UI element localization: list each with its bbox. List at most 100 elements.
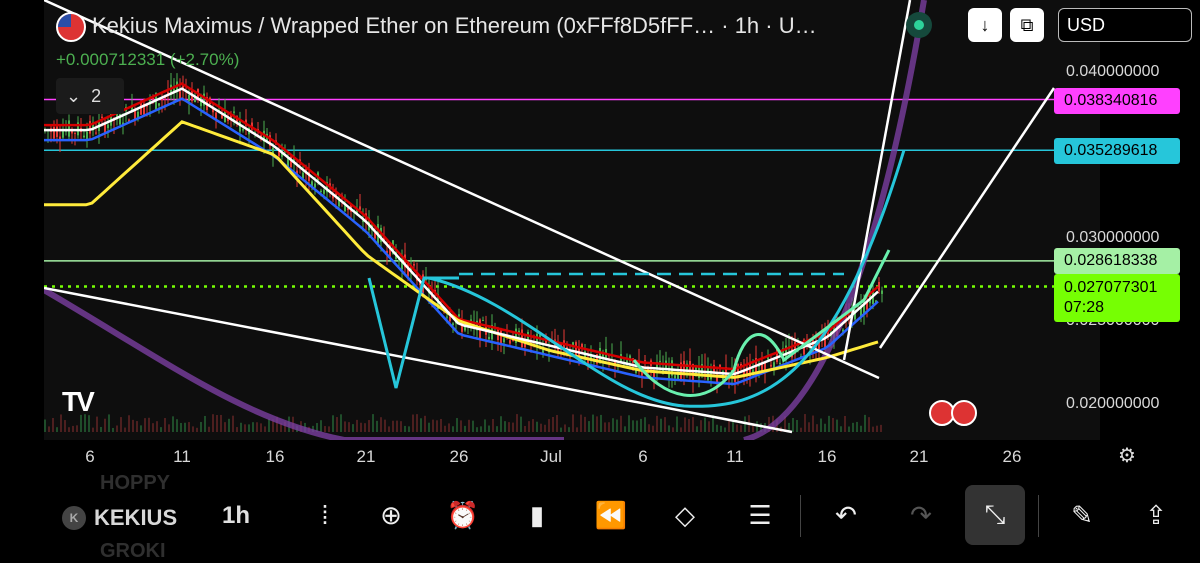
indicators-toggle[interactable]: ⌄ 2 bbox=[56, 78, 124, 114]
compare-button[interactable]: ⁞ bbox=[302, 492, 348, 538]
candle-body bbox=[542, 346, 544, 354]
volume-bar bbox=[252, 422, 254, 432]
layers-button[interactable]: ◇ bbox=[662, 492, 708, 538]
undo-button[interactable]: ↶ bbox=[823, 492, 869, 538]
candle-body bbox=[449, 316, 451, 322]
volume-bar bbox=[364, 423, 366, 432]
fullscreen-button[interactable]: ⧉ bbox=[1010, 8, 1044, 42]
time-axis-label: 16 bbox=[817, 447, 837, 466]
candle-body bbox=[578, 346, 580, 362]
volume-bar bbox=[496, 426, 498, 432]
candle-body bbox=[158, 103, 160, 106]
candle-body bbox=[860, 305, 862, 317]
plus-circle-icon: ⊕ bbox=[380, 499, 402, 530]
volume-bar bbox=[400, 421, 402, 432]
volume-bar bbox=[824, 423, 826, 432]
volume-bar bbox=[64, 420, 66, 432]
timeframe-selector[interactable]: 1h bbox=[222, 502, 251, 529]
volume-bar bbox=[316, 423, 318, 432]
chart-settings-icon[interactable]: ⚙ bbox=[1118, 445, 1136, 467]
candle-body bbox=[308, 171, 310, 181]
volume-bar bbox=[72, 425, 74, 432]
candle-body bbox=[356, 209, 358, 215]
alert-button[interactable]: ⏰ bbox=[440, 492, 486, 538]
volume-bar bbox=[844, 416, 846, 432]
volume-bar bbox=[456, 418, 458, 432]
volume-bar bbox=[272, 419, 274, 432]
redo-icon: ↷ bbox=[910, 499, 932, 530]
volume-bar bbox=[244, 424, 246, 432]
candle-body bbox=[509, 340, 511, 344]
candle-body bbox=[770, 364, 772, 367]
volume-bar bbox=[848, 426, 850, 432]
chart-title[interactable]: Kekius Maximus / Wrapped Ether on Ethere… bbox=[56, 12, 817, 42]
volume-bar bbox=[48, 426, 50, 432]
volume-bar bbox=[804, 414, 806, 432]
add-symbol-button[interactable]: ⊕ bbox=[368, 492, 414, 538]
volume-bar bbox=[860, 425, 862, 432]
candle-body bbox=[674, 375, 676, 379]
candle-body bbox=[296, 170, 298, 174]
volume-bar bbox=[576, 427, 578, 432]
currency-select[interactable]: USD bbox=[1058, 8, 1192, 42]
candle-body bbox=[767, 357, 769, 360]
volume-bar bbox=[536, 421, 538, 432]
candle-body bbox=[749, 363, 751, 377]
download-button[interactable]: ↓ bbox=[968, 8, 1002, 42]
chart-type-button[interactable]: ▮ bbox=[514, 492, 560, 538]
volume-bar bbox=[432, 419, 434, 432]
volume-bar bbox=[632, 420, 634, 432]
w-pattern bbox=[367, 276, 459, 389]
volume-bar bbox=[424, 415, 426, 432]
volume-bar bbox=[704, 417, 706, 432]
candlestick-icon: ▮ bbox=[529, 499, 545, 530]
volume-bar bbox=[732, 421, 734, 432]
chart-title-text: Kekius Maximus / Wrapped Ether on Ethere… bbox=[92, 12, 817, 38]
candle-body bbox=[461, 322, 463, 332]
volume-bar bbox=[856, 421, 858, 432]
alarm-clock-icon: ⏰ bbox=[446, 499, 480, 530]
candle-body bbox=[134, 110, 136, 120]
candle-body bbox=[503, 338, 505, 343]
volume-bar bbox=[348, 422, 350, 432]
volume-bar bbox=[720, 425, 722, 432]
candle-body bbox=[563, 340, 565, 351]
candle-body bbox=[446, 316, 448, 318]
chart-plot-area[interactable] bbox=[44, 0, 1100, 440]
candle-body bbox=[581, 343, 583, 348]
volume-bar bbox=[144, 418, 146, 432]
collapse-button[interactable]: ⤡ bbox=[965, 485, 1025, 545]
candle-body bbox=[701, 364, 703, 375]
brush-icon: ✎ bbox=[1071, 499, 1093, 530]
settings-button[interactable]: ☰ bbox=[737, 492, 783, 538]
volume-bar bbox=[284, 421, 286, 432]
candle-body bbox=[854, 310, 856, 320]
volume-bar bbox=[436, 420, 438, 432]
volume-bar bbox=[588, 421, 590, 432]
share-button[interactable]: ⇪ bbox=[1133, 492, 1179, 538]
volume-bar bbox=[676, 416, 678, 432]
candle-body bbox=[488, 336, 490, 340]
replay-button[interactable]: ⏪ bbox=[588, 492, 634, 538]
redo-button[interactable]: ↷ bbox=[898, 492, 944, 538]
volume-bar bbox=[108, 414, 110, 432]
symbol-selector[interactable]: K KEKIUS bbox=[62, 505, 177, 531]
candle-body bbox=[338, 198, 340, 207]
volume-bar bbox=[380, 417, 382, 432]
last-price-tag: 0.027077301 07:28 bbox=[1054, 274, 1180, 322]
volume-bar bbox=[500, 416, 502, 432]
candle-body bbox=[128, 119, 130, 123]
volume-bar bbox=[520, 416, 522, 432]
volume-bar bbox=[668, 425, 670, 432]
volume-bar bbox=[484, 419, 486, 432]
volume-bar bbox=[528, 421, 530, 432]
drawing-tools-button[interactable]: ✎ bbox=[1059, 492, 1105, 538]
price-tag-cyan: 0.035289618 bbox=[1054, 138, 1180, 164]
candle-body bbox=[95, 132, 97, 134]
volume-bar bbox=[580, 414, 582, 432]
candle-body bbox=[389, 243, 391, 257]
volume-bar bbox=[336, 417, 338, 432]
candle-body bbox=[86, 131, 88, 140]
candle-body bbox=[230, 113, 232, 119]
